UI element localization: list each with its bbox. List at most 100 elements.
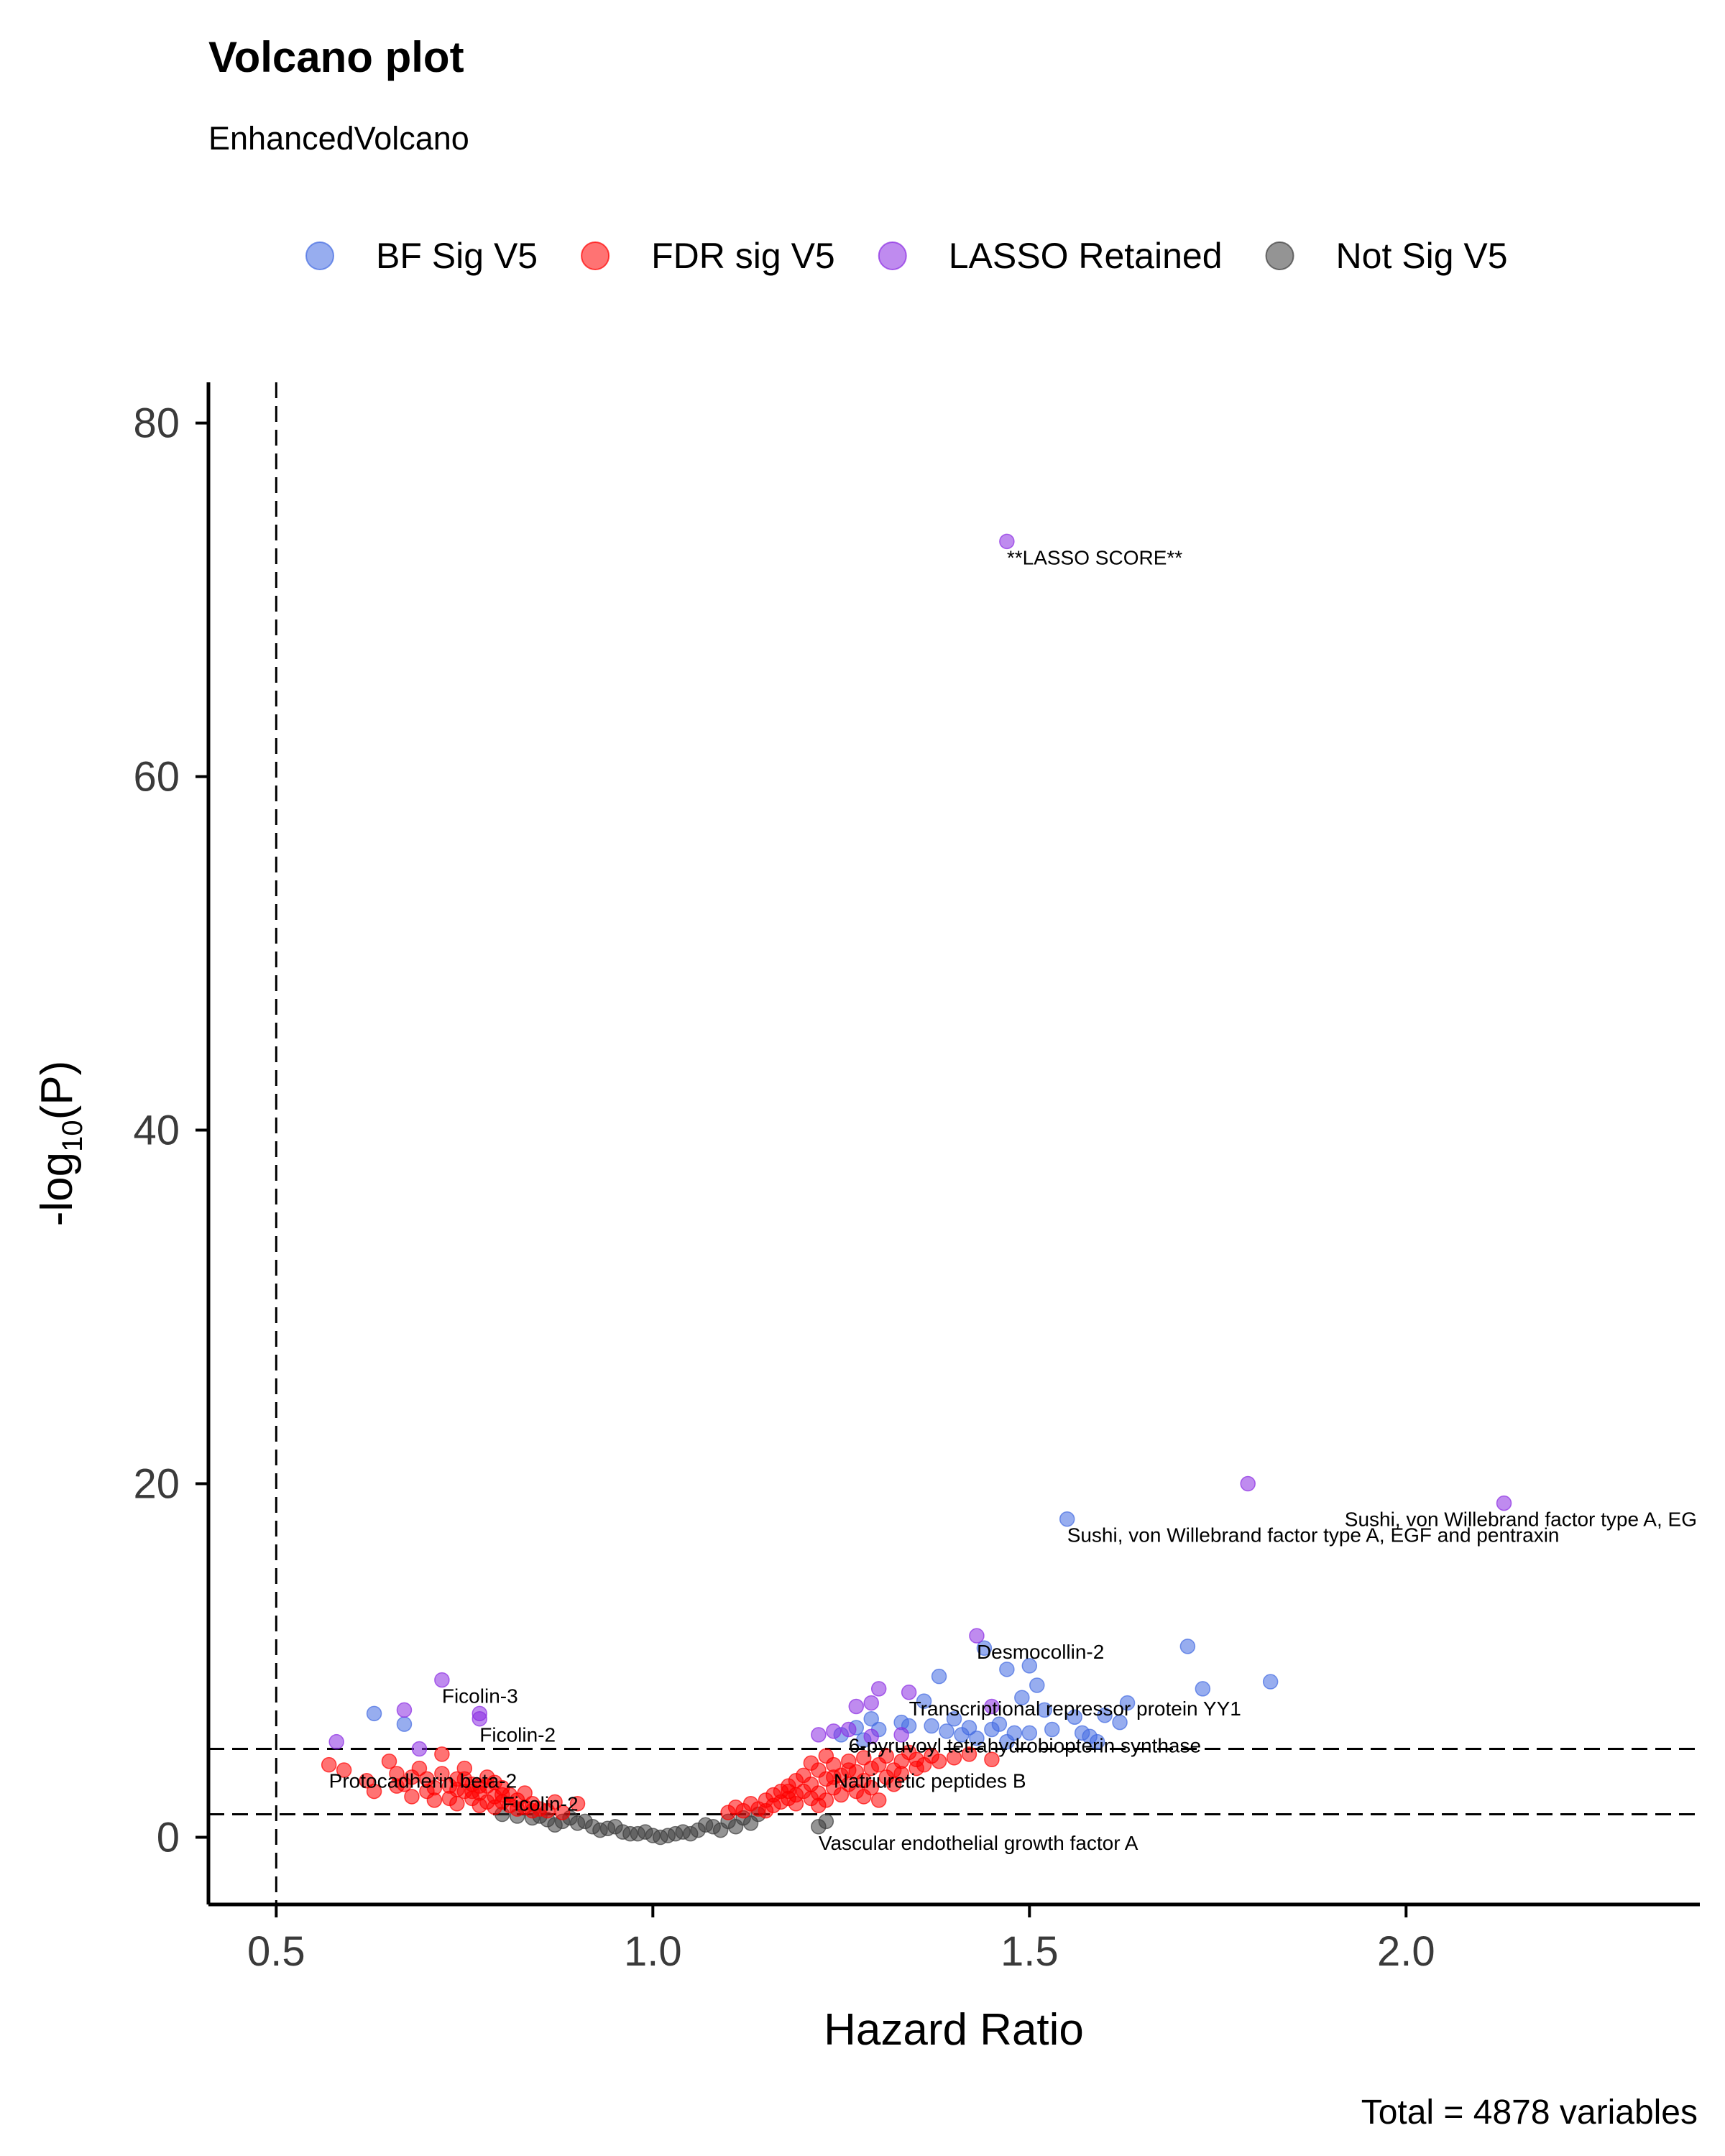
point-bf-sig-v5: [946, 1710, 962, 1727]
point-not-sig-v5: [547, 1817, 563, 1833]
point-lasso-retained: [841, 1721, 857, 1738]
y-tick-label: 0: [157, 1815, 180, 1861]
point-fdr-sig-v5: [569, 1796, 586, 1812]
y-axis-title: -log10(P): [32, 1061, 88, 1227]
point-fdr-sig-v5: [841, 1762, 857, 1778]
point-fdr-sig-v5: [878, 1748, 894, 1764]
data-points: [321, 533, 1512, 1846]
point-label: Sushi, von Willebrand factor type A, EG: [1345, 1508, 1697, 1531]
x-tick-label: 2.0: [1377, 1928, 1435, 1975]
point-label: Natriuretic peptides B: [834, 1770, 1026, 1792]
point-not-sig-v5: [727, 1819, 744, 1835]
x-tick-label: 0.5: [247, 1928, 305, 1975]
point-fdr-sig-v5: [984, 1751, 1000, 1768]
y-axis-title-subscript: 10: [57, 1120, 88, 1152]
point-label: **LASSO SCORE**: [1007, 546, 1182, 568]
point-bf-sig-v5: [939, 1723, 954, 1739]
point-bf-sig-v5: [969, 1731, 985, 1746]
point-fdr-sig-v5: [381, 1753, 397, 1769]
point-fdr-sig-v5: [426, 1779, 443, 1796]
point-not-sig-v5: [622, 1825, 638, 1842]
point-not-sig-v5: [607, 1819, 623, 1835]
point-fdr-sig-v5: [961, 1746, 978, 1762]
x-tick-label: 1.0: [624, 1928, 682, 1975]
y-axis-title-tail: (P): [32, 1061, 82, 1120]
point-not-sig-v5: [667, 1825, 684, 1842]
chart-caption: Total = 4878 variables: [1361, 2093, 1698, 2132]
point-bf-sig-v5: [1112, 1714, 1128, 1731]
point-label: Ficolin-3: [442, 1685, 518, 1708]
point-bf-sig-v5: [924, 1718, 939, 1734]
point-fdr-sig-v5: [886, 1762, 902, 1778]
point-bf-sig-v5: [396, 1716, 413, 1732]
point-bf-sig-v5: [1262, 1674, 1279, 1690]
point-fdr-sig-v5: [855, 1789, 872, 1805]
point-fdr-sig-v5: [456, 1771, 473, 1787]
point-bf-sig-v5: [1074, 1725, 1090, 1741]
x-ticks: 0.5 1.0 1.5 2.0: [247, 1904, 1435, 1975]
point-lasso-retained: [472, 1705, 488, 1722]
point-label: Desmocollin-2: [977, 1641, 1104, 1663]
point-label: Ficolin-2: [502, 1793, 579, 1815]
point-lasso-retained: [969, 1628, 985, 1644]
point-not-sig-v5: [697, 1817, 714, 1833]
point-fdr-sig-v5: [803, 1755, 819, 1771]
point-fdr-sig-v5: [931, 1753, 947, 1769]
point-not-sig-v5: [712, 1822, 729, 1838]
point-not-sig-v5: [742, 1815, 759, 1831]
point-fdr-sig-v5: [870, 1792, 887, 1808]
point-fdr-sig-v5: [833, 1787, 850, 1803]
point-fdr-sig-v5: [434, 1746, 450, 1762]
point-fdr-sig-v5: [517, 1785, 533, 1801]
point-bf-sig-v5: [366, 1705, 382, 1722]
point-bf-sig-v5: [1036, 1702, 1053, 1718]
point-bf-sig-v5: [1029, 1677, 1045, 1693]
threshold-lines: [208, 382, 1700, 1904]
legend-key: [1265, 241, 1294, 270]
point-label: Vascular endothelial growth factor A: [819, 1832, 1138, 1854]
x-tick-label: 1.5: [1000, 1928, 1059, 1975]
point-fdr-sig-v5: [336, 1762, 352, 1778]
point-fdr-sig-v5: [366, 1783, 382, 1800]
legend-label: FDR sig V5: [651, 236, 835, 276]
point-fdr-sig-v5: [811, 1797, 827, 1813]
point-bf-sig-v5: [1067, 1709, 1082, 1725]
point-lasso-retained: [848, 1698, 865, 1715]
legend-key: [878, 241, 907, 270]
point-fdr-sig-v5: [434, 1766, 450, 1782]
y-tick-label: 20: [133, 1461, 180, 1508]
point-lasso-retained: [1240, 1475, 1256, 1492]
legend: BF Sig V5 FDR sig V5 LASSO Retained Not Sig…: [305, 236, 1508, 276]
point-bf-sig-v5: [1195, 1681, 1211, 1697]
point-fdr-sig-v5: [547, 1794, 563, 1810]
point-fdr-sig-v5: [781, 1783, 796, 1800]
legend-key: [581, 241, 610, 270]
legend-label: LASSO Retained: [949, 236, 1223, 276]
point-fdr-sig-v5: [321, 1756, 337, 1773]
point-lasso-retained: [901, 1685, 917, 1700]
point-bf-sig-v5: [1021, 1658, 1038, 1674]
point-fdr-sig-v5: [855, 1750, 872, 1766]
y-tick-label: 60: [133, 754, 180, 801]
point-lasso-retained: [811, 1727, 827, 1743]
x-axis-title: Hazard Ratio: [824, 2005, 1084, 2055]
y-ticks: 0 20 40 60 80: [133, 400, 208, 1861]
point-not-sig-v5: [682, 1825, 699, 1842]
point-fdr-sig-v5: [449, 1796, 465, 1812]
chart-subtitle: EnhancedVolcano: [208, 120, 469, 157]
point-lasso-retained: [328, 1733, 344, 1750]
y-axis-title-main: -log: [32, 1152, 82, 1226]
point-fdr-sig-v5: [404, 1769, 420, 1785]
point-fdr-sig-v5: [359, 1773, 374, 1789]
point-not-sig-v5: [592, 1822, 608, 1838]
y-tick-label: 40: [133, 1107, 180, 1154]
point-fdr-sig-v5: [494, 1787, 510, 1803]
point-label: 6-pyruvoyl tetrahydrobiopterin synthase: [849, 1734, 1201, 1756]
point-lasso-retained: [396, 1702, 413, 1718]
point-fdr-sig-v5: [818, 1748, 834, 1764]
point-fdr-sig-v5: [554, 1805, 571, 1820]
point-lasso-retained: [893, 1727, 909, 1743]
y-tick-label: 80: [133, 400, 180, 447]
point-fdr-sig-v5: [472, 1778, 488, 1794]
